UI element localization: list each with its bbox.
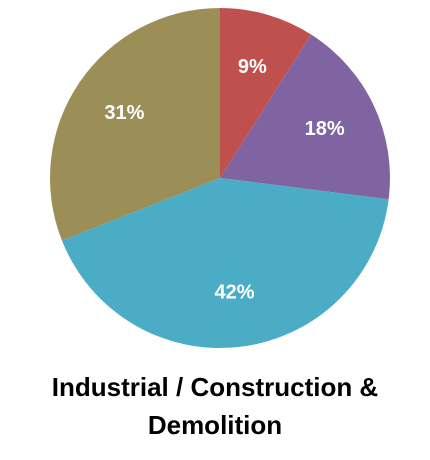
chart-title: Industrial / Construction & Demolition [51,372,379,440]
pie-slice-0 [220,7,312,178]
pie-slice-label-1: 18% [305,118,345,140]
pie-slice-1 [220,34,391,200]
pie-slice-3 [50,8,221,241]
pie-slice-label-3: 31% [104,102,144,124]
pie-slice-2 [61,178,389,348]
pie-slice-label-0: 9% [238,56,267,78]
pie-slices [50,7,391,348]
pie-chart: 9% 18% 42% 31% [50,7,391,348]
pie-labels: 9% 18% 42% 31% [104,56,344,304]
pie-slice-label-2: 42% [214,282,254,304]
